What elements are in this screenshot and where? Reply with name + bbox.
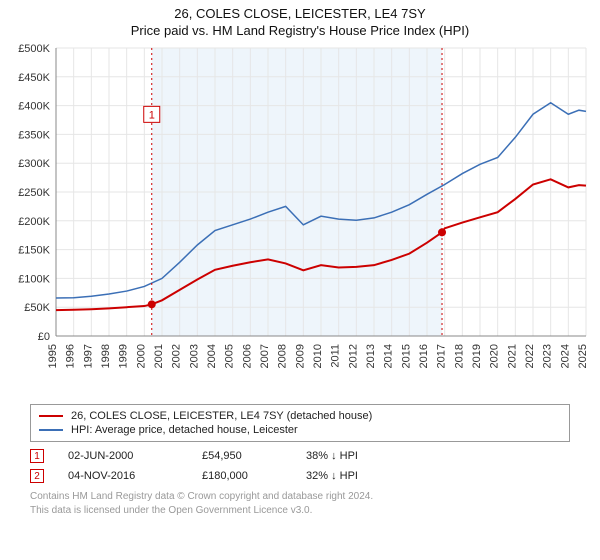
page-subtitle: Price paid vs. HM Land Registry's House … [0,23,600,38]
x-tick-label: 2023 [542,344,554,368]
price-chart: £0 £50K £100K £150K £200K £250K £300K £350K £400… [0,38,600,398]
x-tick-label: 2022 [524,344,536,368]
x-tick-label: 2024 [559,344,571,368]
sale-price: £54,950 [202,450,282,462]
y-tick-label: £0 [38,331,50,343]
y-tick-label: £450K [18,72,50,84]
x-tick-label: 2017 [436,344,448,368]
y-tick-label: £350K [18,129,50,141]
footnote: Contains HM Land Registry data © Crown c… [30,490,570,517]
x-tick-label: 2014 [383,344,395,368]
footnote-line-1: Contains HM Land Registry data © Crown c… [30,490,570,504]
sale-date: 04-NOV-2016 [68,470,178,482]
sale-row-marker: 1 [30,449,44,463]
x-tick-label: 2015 [400,344,412,368]
legend-row: HPI: Average price, detached house, Leic… [39,423,561,437]
y-tick-label: £100K [18,273,50,285]
y-tick-label: £300K [18,158,50,170]
legend-row: 26, COLES CLOSE, LEICESTER, LE4 7SY (det… [39,409,561,423]
sale-date: 02-JUN-2000 [68,450,178,462]
x-tick-label: 2012 [347,344,359,368]
legend-swatch [39,415,63,417]
x-tick-label: 1995 [47,344,59,368]
x-tick-label: 2005 [224,344,236,368]
x-tick-label: 2016 [418,344,430,368]
x-tick-label: 2021 [506,344,518,368]
x-tick-label: 2025 [577,344,589,368]
x-tick-label: 1996 [65,344,77,368]
y-tick-label: £150K [18,245,50,257]
y-tick-label: £400K [18,101,50,113]
sale-marker-dot [148,300,156,308]
sale-marker-number: 1 [149,109,155,121]
x-tick-label: 2009 [294,344,306,368]
sale-price: £180,000 [202,470,282,482]
y-tick-label: £200K [18,216,50,228]
x-tick-label: 2013 [365,344,377,368]
legend-swatch [39,429,63,431]
y-tick-label: £250K [18,187,50,199]
x-tick-label: 2006 [241,344,253,368]
x-tick-label: 2003 [188,344,200,368]
page-title: 26, COLES CLOSE, LEICESTER, LE4 7SY [0,6,600,21]
footnote-line-2: This data is licensed under the Open Gov… [30,504,570,518]
legend-label: 26, COLES CLOSE, LEICESTER, LE4 7SY (det… [71,410,372,422]
x-tick-label: 2004 [206,344,218,368]
sale-marker-dot [438,228,446,236]
x-tick-label: 1999 [118,344,130,368]
x-tick-label: 2018 [453,344,465,368]
sale-row-marker: 2 [30,469,44,483]
x-tick-label: 2020 [489,344,501,368]
y-tick-label: £500K [18,43,50,55]
sale-row: 1 02-JUN-2000 £54,950 38% ↓ HPI [30,446,570,466]
x-tick-label: 2000 [135,344,147,368]
x-tick-label: 2008 [277,344,289,368]
sales-table: 1 02-JUN-2000 £54,950 38% ↓ HPI 2 04-NOV-2016… [30,446,570,486]
x-tick-label: 1998 [100,344,112,368]
sale-diff: 32% ↓ HPI [306,470,396,482]
chart-area: £0 £50K £100K £150K £200K £250K £300K £350K £400… [0,38,600,398]
legend: 26, COLES CLOSE, LEICESTER, LE4 7SY (det… [30,404,570,442]
x-tick-label: 1997 [82,344,94,368]
sale-diff: 38% ↓ HPI [306,450,396,462]
x-tick-label: 2007 [259,344,271,368]
y-tick-label: £50K [24,302,50,314]
x-tick-label: 2019 [471,344,483,368]
x-tick-label: 2002 [171,344,183,368]
x-tick-label: 2010 [312,344,324,368]
sale-row: 2 04-NOV-2016 £180,000 32% ↓ HPI [30,466,570,486]
x-tick-label: 2001 [153,344,165,368]
x-tick-label: 2011 [330,344,342,368]
legend-label: HPI: Average price, detached house, Leic… [71,424,298,436]
